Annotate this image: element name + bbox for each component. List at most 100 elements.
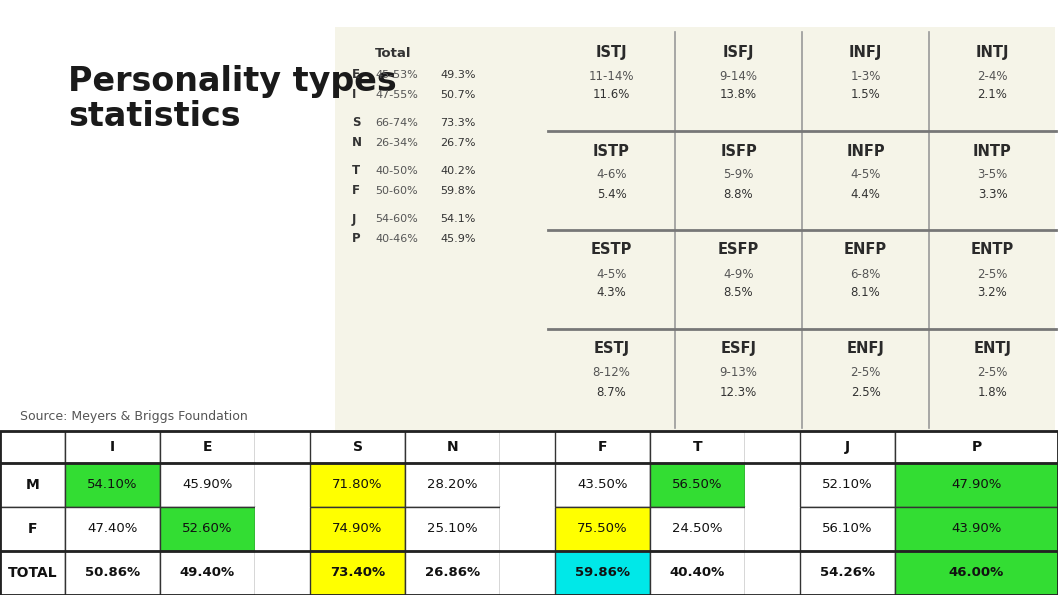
Text: 2-4%: 2-4% bbox=[978, 70, 1008, 83]
Text: statistics: statistics bbox=[68, 100, 240, 133]
Text: 43.90%: 43.90% bbox=[951, 522, 1002, 536]
Bar bbox=[745, 551, 800, 595]
Bar bbox=[255, 507, 310, 551]
Text: ISFJ: ISFJ bbox=[723, 45, 754, 60]
Bar bbox=[555, 551, 650, 595]
Text: 49.3%: 49.3% bbox=[440, 70, 475, 80]
Bar bbox=[650, 431, 745, 463]
Text: 26.7%: 26.7% bbox=[440, 138, 475, 148]
Bar bbox=[650, 551, 745, 595]
Text: 9-13%: 9-13% bbox=[719, 367, 758, 380]
Text: I: I bbox=[352, 89, 357, 102]
Text: 4.4%: 4.4% bbox=[851, 187, 880, 201]
Text: 2-5%: 2-5% bbox=[978, 268, 1007, 280]
Bar bbox=[255, 431, 310, 463]
Bar bbox=[800, 463, 895, 507]
Text: Total: Total bbox=[375, 47, 412, 60]
Text: P: P bbox=[971, 440, 982, 454]
Text: 52.60%: 52.60% bbox=[182, 522, 233, 536]
Bar bbox=[745, 431, 800, 463]
Text: F: F bbox=[598, 440, 607, 454]
Text: 50.86%: 50.86% bbox=[85, 566, 140, 580]
Bar bbox=[310, 463, 405, 507]
Bar bbox=[0, 507, 65, 551]
Bar bbox=[500, 463, 555, 507]
Text: ESFP: ESFP bbox=[718, 243, 760, 258]
Text: 66-74%: 66-74% bbox=[375, 118, 418, 128]
Text: TOTAL: TOTAL bbox=[7, 566, 57, 580]
Text: 54.10%: 54.10% bbox=[87, 478, 138, 491]
Text: 50.7%: 50.7% bbox=[440, 90, 475, 100]
Text: ENTJ: ENTJ bbox=[973, 342, 1011, 356]
Text: 12.3%: 12.3% bbox=[719, 386, 758, 399]
Text: 40.2%: 40.2% bbox=[440, 166, 475, 176]
Text: M: M bbox=[25, 478, 39, 492]
Text: 59.86%: 59.86% bbox=[574, 566, 630, 580]
Text: 11-14%: 11-14% bbox=[588, 70, 634, 83]
Text: 4-6%: 4-6% bbox=[597, 168, 626, 181]
Text: 40-46%: 40-46% bbox=[375, 234, 418, 244]
Text: I: I bbox=[110, 440, 115, 454]
Bar bbox=[65, 431, 160, 463]
Text: ENFJ: ENFJ bbox=[846, 342, 884, 356]
Bar bbox=[895, 551, 1058, 595]
Bar bbox=[65, 507, 160, 551]
Text: N: N bbox=[352, 136, 362, 149]
Bar bbox=[895, 507, 1058, 551]
Text: INTJ: INTJ bbox=[975, 45, 1009, 60]
Text: 75.50%: 75.50% bbox=[578, 522, 627, 536]
Bar bbox=[160, 431, 255, 463]
Text: T: T bbox=[693, 440, 703, 454]
Bar bbox=[310, 507, 405, 551]
Text: 25.10%: 25.10% bbox=[427, 522, 478, 536]
Text: 8-12%: 8-12% bbox=[592, 367, 631, 380]
Text: 56.10%: 56.10% bbox=[822, 522, 873, 536]
Text: ENFP: ENFP bbox=[844, 243, 887, 258]
Text: 49.40%: 49.40% bbox=[180, 566, 235, 580]
Bar bbox=[500, 507, 555, 551]
Text: 46.00%: 46.00% bbox=[949, 566, 1004, 580]
Text: ESTJ: ESTJ bbox=[594, 342, 630, 356]
Text: ISFP: ISFP bbox=[720, 143, 756, 158]
Text: 5.4%: 5.4% bbox=[597, 187, 626, 201]
Text: 1.8%: 1.8% bbox=[978, 386, 1007, 399]
Text: 47.90%: 47.90% bbox=[951, 478, 1002, 491]
Text: Personality types: Personality types bbox=[68, 65, 397, 98]
Text: F: F bbox=[352, 184, 360, 198]
Text: INTP: INTP bbox=[973, 143, 1011, 158]
Bar bbox=[160, 507, 255, 551]
Bar bbox=[255, 463, 310, 507]
Text: 13.8%: 13.8% bbox=[719, 89, 758, 102]
Bar bbox=[895, 463, 1058, 507]
Bar bbox=[310, 551, 405, 595]
Text: 47.40%: 47.40% bbox=[88, 522, 138, 536]
Text: 11.6%: 11.6% bbox=[592, 89, 631, 102]
Text: 4-5%: 4-5% bbox=[597, 268, 626, 280]
Bar bbox=[0, 551, 65, 595]
Text: 8.8%: 8.8% bbox=[724, 187, 753, 201]
Text: T: T bbox=[352, 164, 360, 177]
Text: 1-3%: 1-3% bbox=[851, 70, 880, 83]
Text: 40-50%: 40-50% bbox=[375, 166, 418, 176]
Bar bbox=[255, 551, 310, 595]
Text: 73.40%: 73.40% bbox=[330, 566, 385, 580]
Bar bbox=[0, 463, 65, 507]
Text: 24.50%: 24.50% bbox=[672, 522, 723, 536]
Text: ENTP: ENTP bbox=[971, 243, 1015, 258]
Text: 54.1%: 54.1% bbox=[440, 214, 475, 224]
Text: N: N bbox=[446, 440, 458, 454]
Text: 73.3%: 73.3% bbox=[440, 118, 475, 128]
Bar bbox=[800, 431, 895, 463]
Text: 4-9%: 4-9% bbox=[724, 268, 753, 280]
Text: 71.80%: 71.80% bbox=[332, 478, 383, 491]
Bar bbox=[650, 507, 745, 551]
Bar bbox=[405, 507, 500, 551]
Bar bbox=[0, 431, 1058, 595]
Bar bbox=[405, 551, 500, 595]
Text: 47-55%: 47-55% bbox=[375, 90, 418, 100]
Bar bbox=[335, 27, 1055, 430]
Bar bbox=[895, 431, 1058, 463]
Bar bbox=[65, 551, 160, 595]
Text: 52.10%: 52.10% bbox=[822, 478, 873, 491]
Text: 4.3%: 4.3% bbox=[597, 287, 626, 299]
